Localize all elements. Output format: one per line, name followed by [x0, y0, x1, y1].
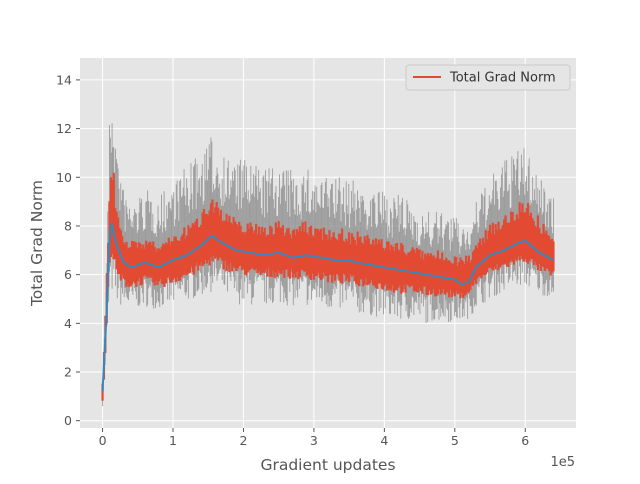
- legend: Total Grad Norm: [405, 64, 571, 91]
- x-axis-label: Gradient updates: [260, 456, 395, 474]
- y-axis-ticks: 0 2 4 6 8 10 12 14: [56, 72, 80, 428]
- y-tick-label: 12: [56, 121, 72, 136]
- legend-entry-label: Total Grad Norm: [449, 71, 556, 86]
- x-tick-label: 4: [380, 433, 388, 448]
- mean-line: [101, 222, 554, 392]
- x-tick-label: 3: [310, 433, 318, 448]
- x-axis-ticks: 0 1 2 3 4 5 6: [99, 428, 529, 448]
- mean-series-layer: [101, 222, 554, 392]
- legend-box: [405, 64, 571, 91]
- x-tick-label: 6: [521, 433, 529, 448]
- x-tick-label: 2: [239, 433, 247, 448]
- x-tick-label: 1: [169, 433, 177, 448]
- x-tick-label: 0: [99, 433, 107, 448]
- y-tick-label: 8: [64, 218, 72, 233]
- y-tick-label: 10: [56, 170, 72, 185]
- y-tick-label: 6: [64, 267, 72, 282]
- y-tick-label: 14: [56, 72, 72, 87]
- y-tick-label: 4: [64, 316, 72, 331]
- y-tick-label: 2: [64, 365, 72, 380]
- y-tick-label: 0: [64, 413, 72, 428]
- x-tick-label: 5: [451, 433, 459, 448]
- y-axis-label: Total Grad Norm: [28, 180, 46, 307]
- x-axis-offset-label: 1e5: [550, 455, 575, 470]
- band-series-layer: [101, 172, 555, 401]
